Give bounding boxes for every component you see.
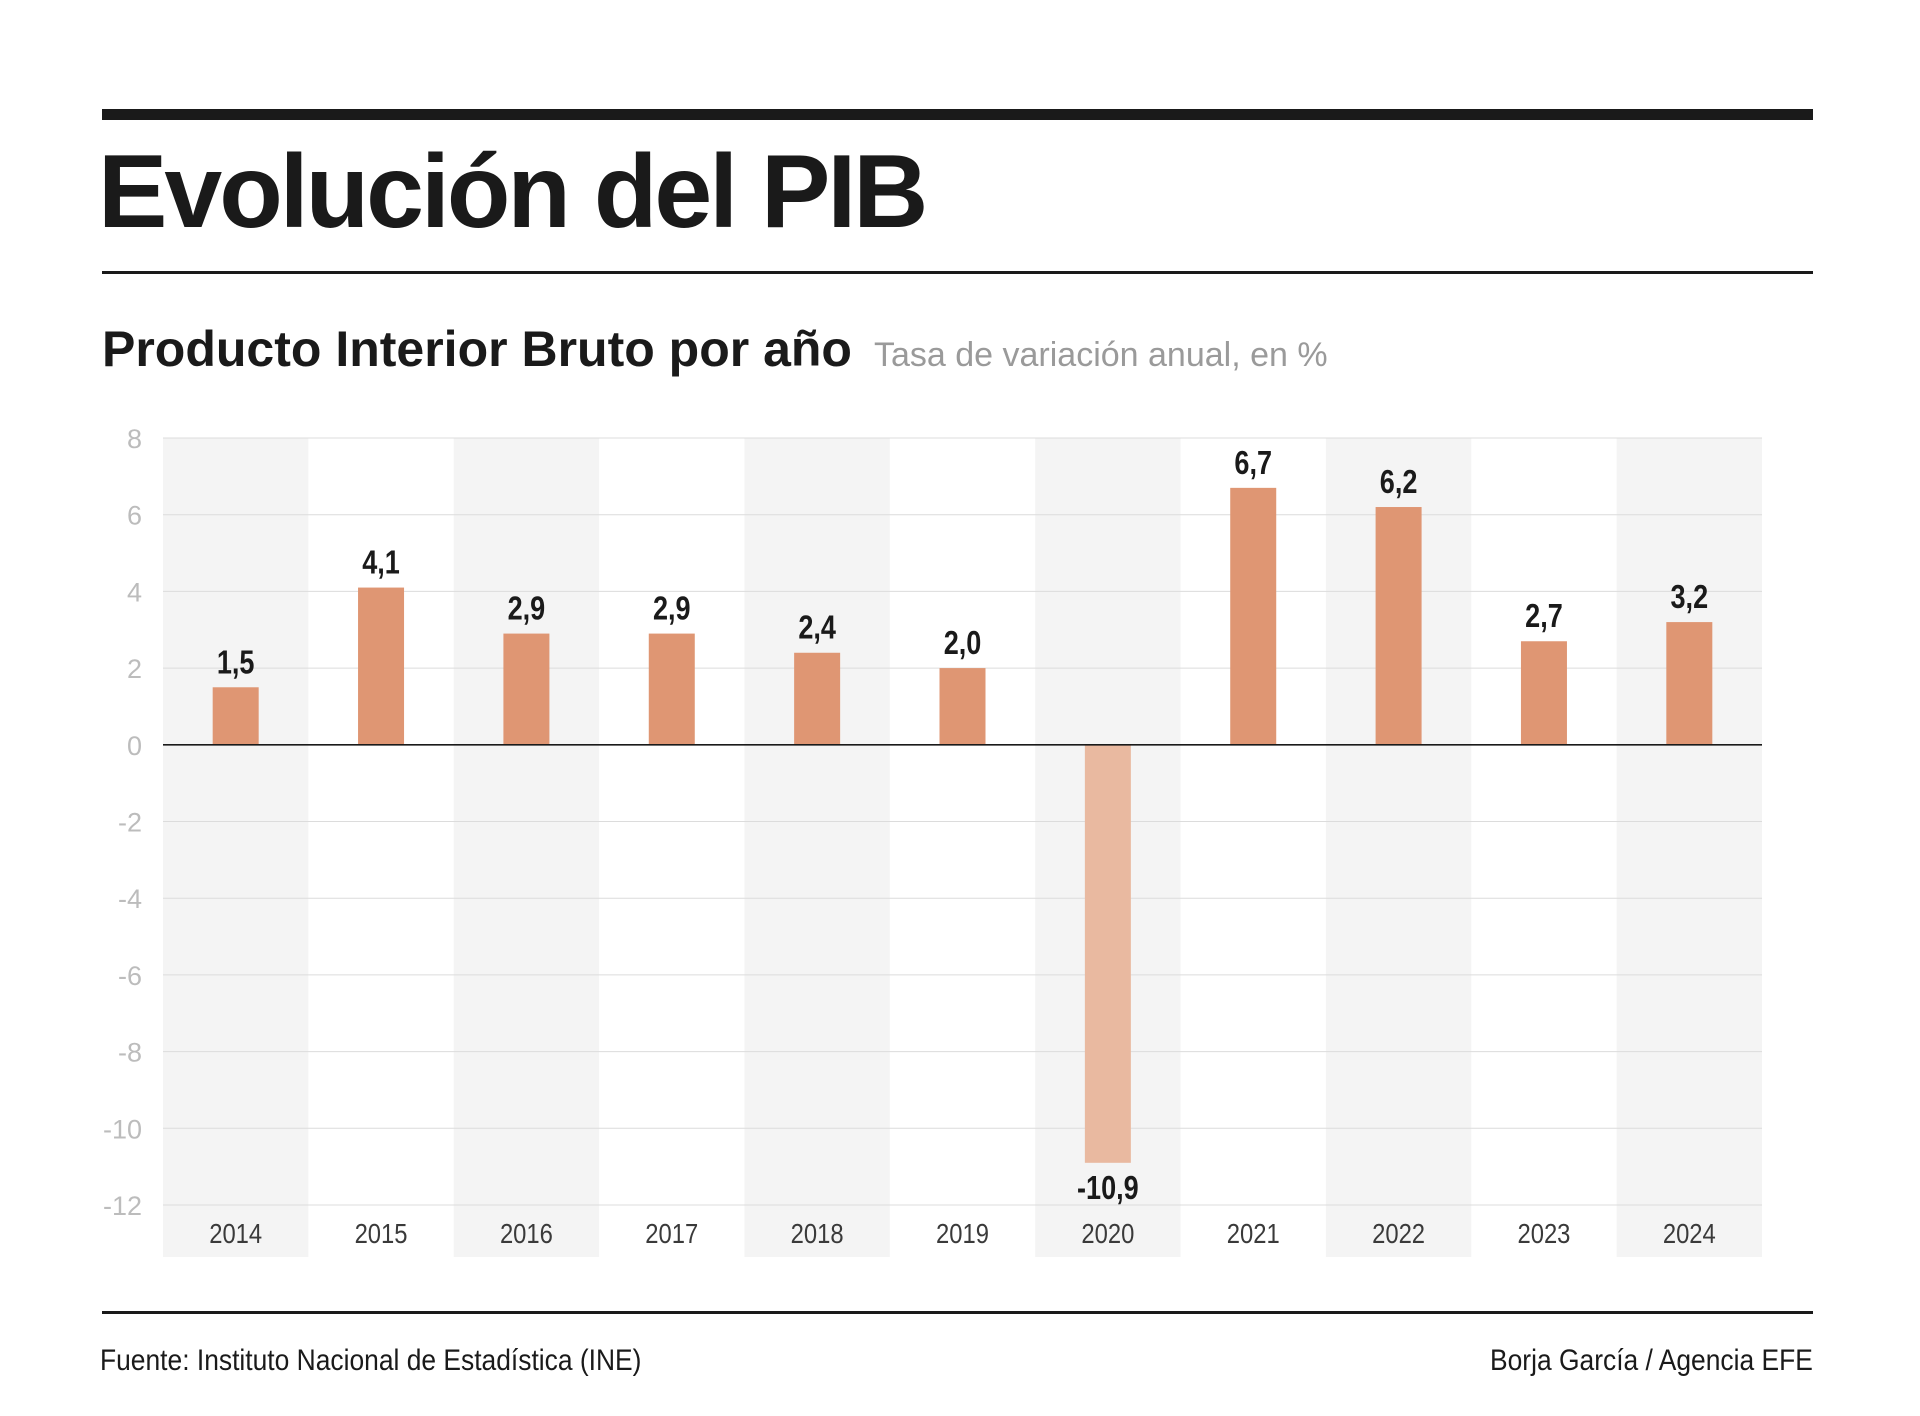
data-label: 2,4: [798, 610, 836, 646]
gdp-bar-chart: 8 6 4 2 0 -2 -4 -6 -8 -10 -12 1,5 2014 4,1 2015 2,9 2016…: [103, 424, 1762, 1257]
data-label: 2,9: [508, 591, 546, 627]
y-tick-label: -8: [118, 1038, 142, 1068]
title-divider: [102, 271, 1813, 274]
data-label: 6,2: [1380, 465, 1418, 501]
y-tick-label: 4: [127, 577, 142, 607]
column-band: [1616, 438, 1762, 1257]
y-tick-label: -4: [118, 884, 142, 914]
bar: [794, 652, 841, 745]
column-band: [744, 438, 890, 1257]
bar: [648, 633, 695, 745]
bar: [1375, 507, 1422, 745]
x-tick-label: 2016: [500, 1217, 553, 1249]
x-tick-label: 2014: [209, 1217, 262, 1249]
data-label: 4,1: [362, 545, 400, 581]
x-tick-label: 2020: [1081, 1217, 1134, 1249]
data-label: 2,9: [653, 591, 691, 627]
y-tick-label: 8: [127, 424, 142, 454]
bar: [503, 633, 550, 745]
data-label: 3,2: [1671, 580, 1709, 616]
page-title: Evolución del PIB: [98, 134, 928, 250]
x-tick-label: 2019: [936, 1217, 989, 1249]
bar: [1666, 622, 1713, 745]
column-band: [163, 438, 309, 1257]
column-band: [453, 438, 600, 1257]
bar: [1230, 487, 1277, 745]
x-tick-label: 2021: [1227, 1217, 1280, 1249]
data-label: 6,7: [1234, 445, 1272, 481]
chart-subtitle: Producto Interior Bruto por año: [102, 321, 852, 377]
chart-heading: Producto Interior Bruto por año Tasa de v…: [102, 320, 1328, 378]
credit-note: Borja García / Agencia EFE: [1490, 1344, 1813, 1377]
bar: [212, 687, 259, 745]
data-label: 2,7: [1525, 599, 1563, 635]
y-tick-label: -12: [103, 1191, 142, 1221]
chart-unit: Tasa de variación anual, en %: [873, 336, 1328, 374]
y-tick-label: -2: [118, 808, 142, 838]
x-tick-label: 2017: [645, 1217, 698, 1249]
bar: [1520, 641, 1567, 745]
y-tick-label: 0: [127, 731, 142, 761]
x-tick-label: 2024: [1663, 1217, 1716, 1249]
x-tick-label: 2023: [1517, 1217, 1570, 1249]
y-tick-label: -10: [103, 1114, 142, 1144]
x-tick-label: 2022: [1372, 1217, 1425, 1249]
bar: [939, 668, 986, 745]
bar: [358, 587, 405, 745]
data-label: -10,9: [1077, 1170, 1139, 1206]
y-tick-label: 2: [127, 654, 142, 684]
source-note: Fuente: Instituto Nacional de Estadístic…: [100, 1344, 642, 1377]
top-rule: [102, 109, 1813, 120]
bar: [1084, 744, 1131, 1163]
y-tick-label: -6: [118, 961, 142, 991]
data-label: 1,5: [217, 645, 255, 681]
x-tick-label: 2018: [791, 1217, 844, 1249]
y-tick-label: 6: [127, 501, 142, 531]
x-tick-label: 2015: [355, 1217, 408, 1249]
data-label: 2,0: [944, 626, 982, 662]
footer-divider: [102, 1311, 1813, 1314]
